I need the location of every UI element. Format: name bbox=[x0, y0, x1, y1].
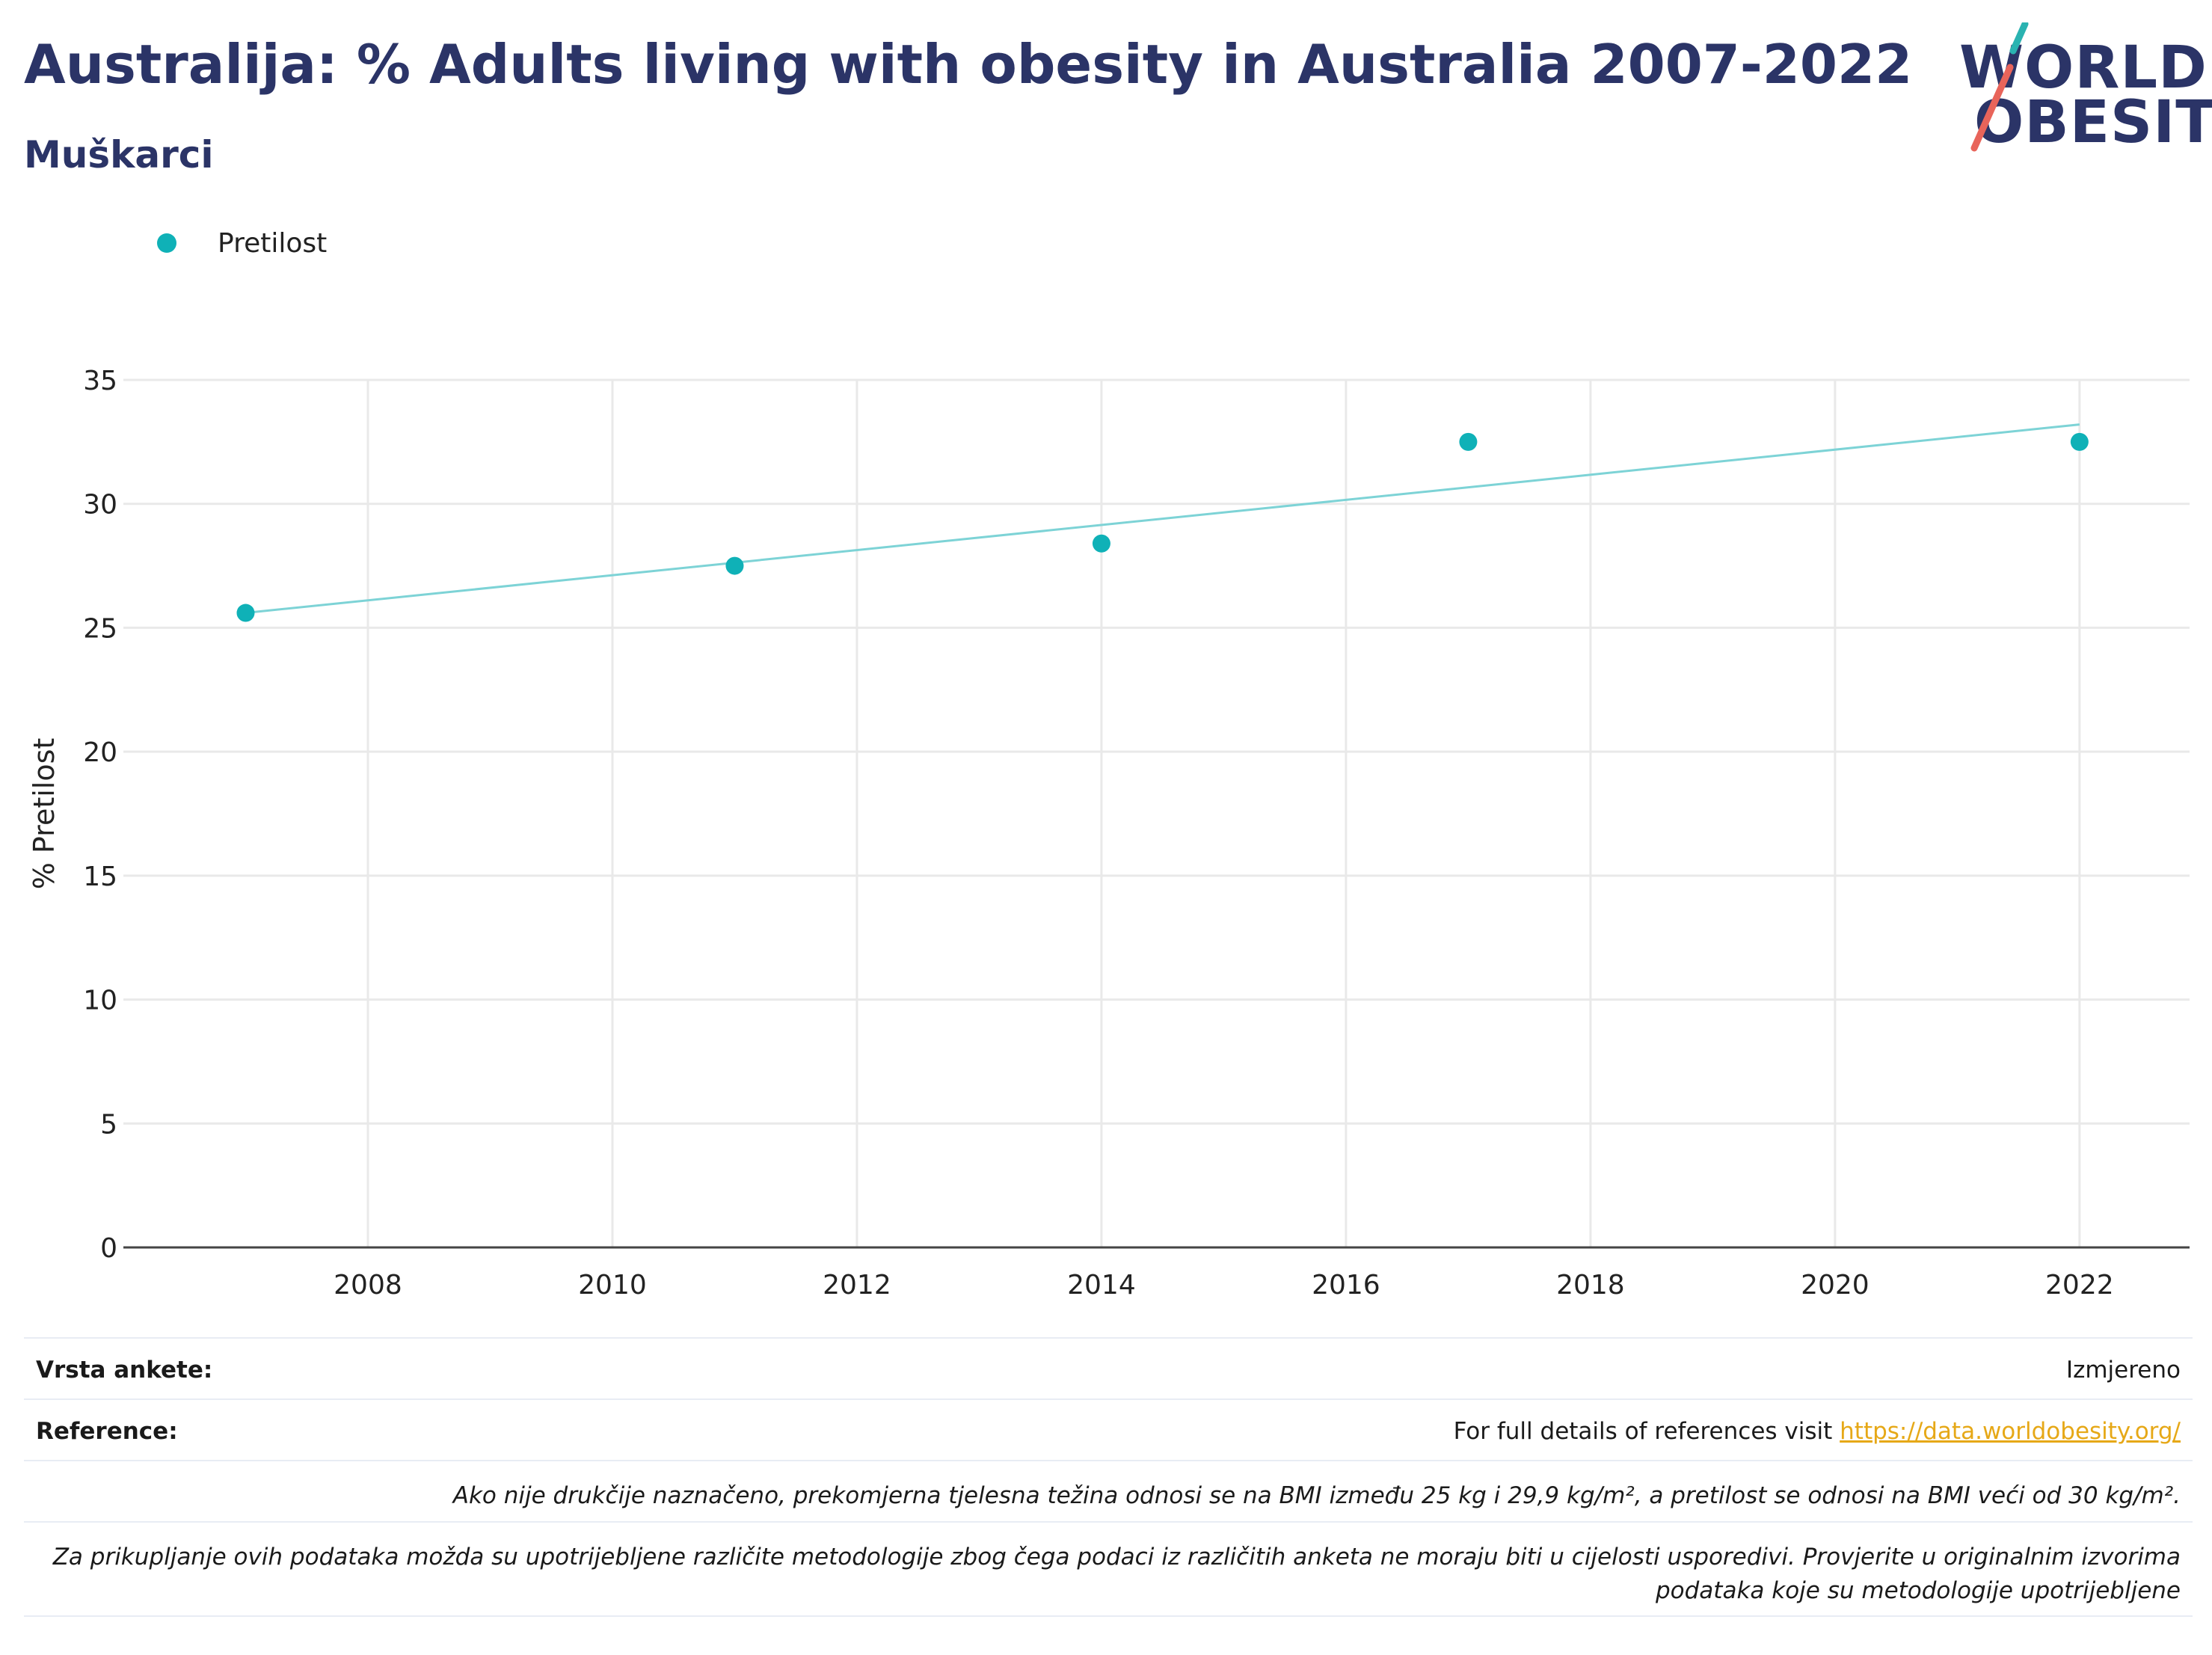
x-tick-label: 2022 bbox=[2045, 1270, 2114, 1301]
legend: Pretilost bbox=[157, 224, 327, 262]
x-tick-label: 2010 bbox=[578, 1270, 647, 1301]
x-tick-label: 2008 bbox=[334, 1270, 402, 1301]
world-obesity-logo: WORLD OBESITY bbox=[1944, 22, 2212, 157]
survey-type-label: Vrsta ankete: bbox=[36, 1357, 213, 1384]
survey-type-value: Izmjereno bbox=[2065, 1357, 2181, 1384]
data-point bbox=[725, 556, 744, 575]
chart-title: Australija: % Adults living with obesity… bbox=[24, 33, 1913, 96]
trendline bbox=[245, 423, 2080, 615]
x-tick-label: 2014 bbox=[1067, 1270, 1136, 1301]
y-tick-label: 0 bbox=[100, 1233, 117, 1264]
note-methodology-line1: Za prikupljanje ovih podataka možda su u… bbox=[52, 1544, 2181, 1570]
note-definitions: Ako nije drukčije naznačeno, prekomjerna… bbox=[452, 1482, 2181, 1509]
y-tick-label: 20 bbox=[83, 737, 117, 768]
chart-subtitle: Muškarci bbox=[24, 133, 214, 176]
logo-slash-icon bbox=[1970, 22, 2029, 152]
data-point bbox=[2070, 432, 2089, 451]
footer-row-reference: Reference: For full details of reference… bbox=[24, 1398, 2193, 1461]
x-tick-label: 2020 bbox=[1801, 1270, 1870, 1301]
scatter-chart: 2008 2010 2012 2014 2016 2018 2020 2022 0 5 10 15 20… bbox=[28, 366, 2190, 1301]
logo-word-2: OBESITY bbox=[1974, 89, 2212, 156]
data-point bbox=[1092, 534, 1110, 553]
data-point bbox=[236, 604, 255, 622]
x-tick-label: 2016 bbox=[1312, 1270, 1380, 1301]
footer-row-survey-type: Vrsta ankete: Izmjereno bbox=[24, 1337, 2193, 1400]
reference-text: For full details of references visit bbox=[1453, 1418, 1840, 1445]
data-point bbox=[1459, 432, 1478, 451]
y-tick-label: 30 bbox=[83, 490, 117, 521]
y-tick-label: 15 bbox=[83, 862, 117, 892]
reference-value: For full details of references visit htt… bbox=[1454, 1418, 2181, 1445]
footer-row-note-methodology: Za prikupljanje ovih podataka možda su u… bbox=[24, 1521, 2193, 1617]
x-tick-label: 2012 bbox=[823, 1270, 891, 1301]
y-tick-label: 35 bbox=[83, 366, 117, 396]
y-axis-label: % Pretilost bbox=[28, 738, 61, 890]
reference-link[interactable]: https://data.worldobesity.org/ bbox=[1840, 1418, 2181, 1445]
x-tick-label: 2018 bbox=[1556, 1270, 1625, 1301]
y-tick-label: 5 bbox=[100, 1109, 117, 1140]
note-methodology: Za prikupljanje ovih podataka možda su u… bbox=[34, 1541, 2181, 1608]
reference-label: Reference: bbox=[36, 1418, 178, 1445]
y-tick-label: 10 bbox=[83, 986, 117, 1016]
legend-label-pretilost: Pretilost bbox=[218, 227, 328, 259]
footer-row-note-definitions: Ako nije drukčije naznačeno, prekomjerna… bbox=[24, 1460, 2193, 1523]
y-tick-label: 25 bbox=[83, 613, 117, 644]
note-methodology-line2: podataka koje su metodologije upotrijebl… bbox=[1655, 1576, 2181, 1604]
legend-marker-pretilost bbox=[157, 233, 176, 253]
